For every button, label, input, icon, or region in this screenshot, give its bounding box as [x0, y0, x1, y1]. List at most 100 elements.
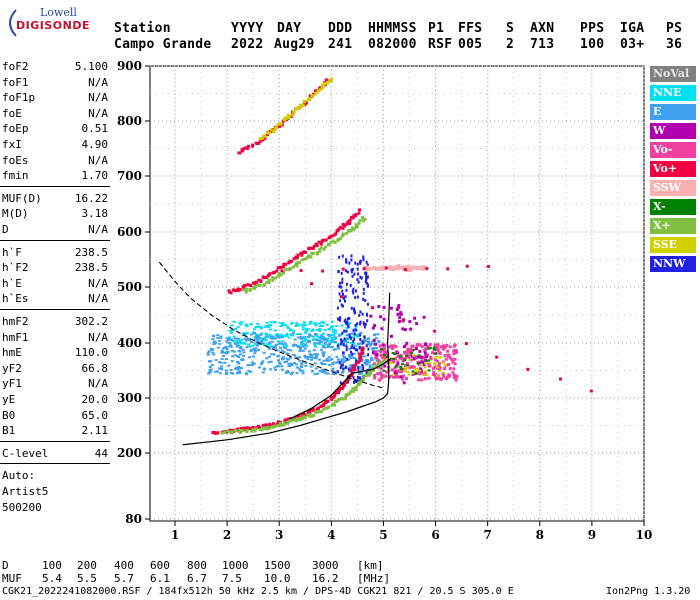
trace-point [352, 367, 356, 371]
trace-point [318, 248, 322, 252]
spread-dot-e [314, 357, 318, 360]
spread-dot-e [209, 347, 213, 350]
spread-dot-sse [434, 356, 438, 359]
trace-point [268, 422, 272, 426]
trace-point [239, 427, 243, 431]
trace-point [307, 246, 311, 250]
spread-dot-e [234, 367, 238, 370]
spread-dot-e [328, 334, 332, 337]
spread-dot-e [257, 341, 261, 344]
spread-dot-sse [441, 361, 445, 364]
param-name: hmF1 [2, 330, 29, 344]
spread-dot-vo [414, 356, 418, 360]
spread-dot-nne [315, 328, 319, 331]
x-tick-label: 2 [223, 528, 231, 542]
spread-dot-e [226, 350, 230, 353]
spread-dot-nnw [343, 329, 346, 333]
spread-dot-vo [433, 358, 437, 362]
spread-dot-nne [326, 340, 330, 343]
spread-dot-e [321, 368, 325, 371]
spread-dot-e [289, 362, 293, 365]
spread-dot-w [424, 342, 428, 346]
header-label-6: FFS [458, 21, 483, 36]
spread-dot-vo [380, 355, 384, 359]
spread-dot-e [315, 339, 319, 342]
spread-dot-e [259, 333, 263, 336]
spread-dot-e [208, 371, 212, 374]
spread-dot-nne [349, 341, 353, 344]
trace-point [292, 257, 296, 261]
spread-dot-e [304, 364, 308, 367]
spread-dot-nnw [349, 283, 352, 287]
spread-dot-e [307, 341, 311, 344]
spread-dot-nne [277, 343, 281, 346]
spread-dot-x-minus [382, 369, 386, 372]
spread-dot-nnw [354, 295, 357, 299]
trace-point [402, 318, 406, 322]
trace-point [242, 147, 246, 151]
spread-dot-e [252, 331, 256, 334]
spread-dot-nne [304, 337, 308, 340]
trace-point [350, 374, 354, 378]
spread-dot-nnw [344, 295, 347, 299]
spread-dot-nne [239, 342, 243, 345]
spread-dot-nne [320, 320, 324, 323]
spread-dot-e [348, 353, 352, 356]
spread-dot-e [299, 337, 303, 340]
spread-dot-e [298, 359, 302, 362]
spread-dot-vo [428, 364, 432, 368]
spread-dot-e [320, 335, 324, 338]
trace-point [289, 267, 293, 271]
spread-dot-nnw [341, 254, 344, 258]
spread-dot-vo [429, 357, 433, 361]
spread-dot-nne [332, 333, 336, 336]
spread-dot-sse [385, 358, 389, 361]
spread-dot-vo [392, 360, 396, 364]
spread-dot-e [319, 361, 323, 364]
spread-dot-w [382, 317, 386, 321]
spread-dot-nne [262, 344, 266, 347]
spread-dot-vo [426, 344, 430, 348]
spread-dot-e [322, 351, 326, 354]
spread-dot-e [349, 356, 353, 359]
spread-dot-nne [279, 322, 283, 325]
trace-point [321, 238, 325, 242]
spread-dot-nne [331, 331, 335, 334]
spread-dot-nne [325, 340, 329, 343]
spread-dot-nne [244, 333, 248, 336]
spread-dot-nnw [342, 351, 345, 355]
spread-dot-e [257, 336, 261, 339]
spread-dot-nnw [359, 337, 362, 341]
spread-dot-nne [248, 345, 252, 348]
spread-dot-nnw [351, 365, 354, 369]
spread-dot-e [280, 368, 284, 371]
spread-dot-e [307, 335, 311, 338]
spread-dot-nne [300, 323, 304, 326]
spread-dot-vo [380, 373, 384, 377]
trace-point [375, 266, 379, 270]
spread-dot-nnw [341, 280, 344, 284]
spread-dot-nne [317, 335, 321, 338]
header-label-7: S [506, 21, 515, 36]
spread-dot-nnw [359, 376, 362, 380]
x-tick-label: 4 [327, 528, 335, 542]
param-fmin: fmin 1.70 [2, 169, 108, 185]
spread-dot-e [229, 369, 233, 372]
spread-dot-e [231, 339, 235, 342]
trace-point [234, 428, 238, 432]
param-name: M(D) [2, 207, 29, 221]
trace-point [320, 410, 324, 414]
trace-point [355, 223, 359, 227]
spread-dot-nnw [348, 316, 351, 320]
spread-dot-vo [400, 377, 404, 381]
trace-point [312, 409, 316, 413]
spread-dot-nnw [338, 285, 341, 289]
spread-dot-e [374, 337, 378, 340]
spread-dot-nnw [351, 289, 354, 293]
trace-point [286, 113, 290, 117]
trace-point [276, 421, 280, 425]
spread-dot-e [220, 351, 224, 354]
spread-dot-sse [415, 370, 419, 373]
spread-dot-e [370, 347, 374, 350]
spread-dot-e [299, 369, 303, 372]
